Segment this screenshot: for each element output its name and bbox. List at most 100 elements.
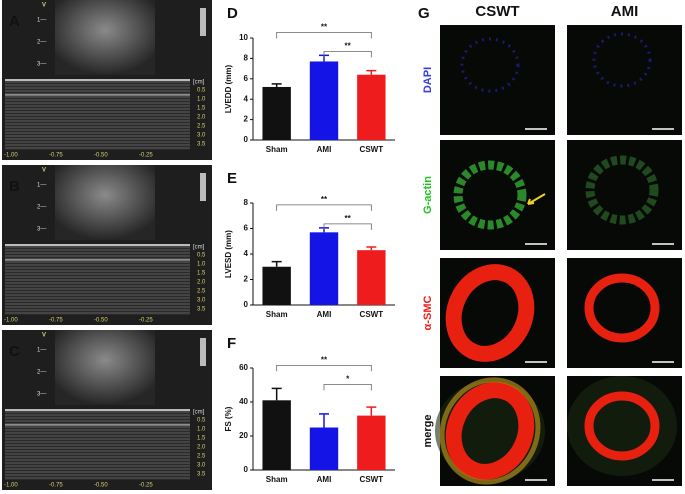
depth-label: 3.5 (197, 307, 206, 313)
time-label: -0.50 (94, 318, 108, 324)
significance-label: ** (321, 195, 328, 204)
error-bar (271, 387, 282, 401)
time-label: -0.50 (94, 483, 108, 489)
x-tick-label: Sham (266, 145, 288, 154)
time-label: -1.00 (4, 318, 18, 324)
unit-label: [cm] (193, 410, 205, 416)
time-label: -0.25 (139, 483, 153, 489)
column-header: AMI (611, 3, 639, 20)
panel-label: G (418, 5, 430, 22)
panel-label: F (227, 335, 236, 352)
micrograph (567, 376, 682, 486)
sector-depth: 2— (37, 40, 46, 46)
mmode-strip (5, 245, 190, 315)
x-tick-label: Sham (266, 475, 288, 484)
time-label: -1.00 (4, 483, 18, 489)
arrow (527, 193, 546, 205)
y-tick-label: 8 (244, 198, 249, 207)
error-bar (319, 413, 329, 428)
bracket-line (323, 223, 372, 230)
y-tick-label: 10 (239, 33, 248, 42)
x-tick-label: CSWT (360, 310, 384, 319)
depth-label: 1.0 (197, 262, 206, 268)
depth-label: 0.5 (197, 253, 206, 259)
depth-label: 2.5 (197, 289, 206, 295)
depth-label: 1.5 (197, 271, 206, 277)
depth-label: 3.5 (197, 472, 206, 478)
sector-depth: 2— (37, 370, 46, 376)
grayscale-bar (200, 338, 206, 366)
smc-ring (584, 391, 660, 461)
significance-label: * (346, 375, 350, 384)
y-tick-label: 0 (244, 135, 249, 144)
nuclei-ring (592, 32, 652, 88)
micrograph (567, 140, 682, 250)
error-bar (366, 406, 377, 416)
significance-label: ** (321, 356, 328, 365)
echo-marker: V (42, 168, 46, 174)
bar (309, 232, 339, 305)
depth-label: 0.5 (197, 88, 206, 94)
row-label: DAPI (422, 67, 434, 93)
depth-label: 2.0 (197, 445, 206, 451)
time-label: -0.25 (139, 318, 153, 324)
x-tick-label: CSWT (360, 145, 384, 154)
sector-depth: 3— (37, 227, 46, 233)
y-tick-label: 60 (239, 363, 248, 372)
bar (309, 427, 339, 470)
time-label: -0.50 (94, 153, 108, 159)
bar (262, 86, 291, 140)
sector-depth: 3— (37, 392, 46, 398)
time-label: -0.75 (49, 483, 63, 489)
error-bar (366, 246, 377, 251)
actin-ring (453, 160, 527, 230)
sector-depth: 1— (37, 183, 46, 189)
sector-depth: 2— (37, 205, 46, 211)
panel-label: D (227, 5, 238, 22)
bracket-line (323, 384, 372, 391)
y-tick-label: 0 (244, 300, 249, 309)
y-tick-label: 4 (244, 249, 249, 258)
depth-label: 2.0 (197, 280, 206, 286)
mmode-strip (5, 410, 190, 480)
depth-label: 1.5 (197, 436, 206, 442)
bracket-line (276, 204, 372, 211)
significance-bracket: * (323, 375, 372, 391)
bracket-line (323, 50, 372, 58)
micrograph (435, 376, 555, 486)
sector-depth: 1— (37, 348, 46, 354)
sector-depth: 1— (37, 18, 46, 24)
micrograph (567, 258, 682, 368)
row-label: merge (422, 414, 434, 447)
significance-label: ** (321, 22, 328, 31)
unit-label: [cm] (193, 245, 205, 251)
depth-label: 2.5 (197, 124, 206, 130)
row-label: α-SMC (422, 296, 434, 331)
significance-bracket: ** (276, 356, 372, 372)
micrograph (440, 140, 555, 250)
depth-label: 0.5 (197, 418, 206, 424)
echo-panel: C V 1— 2— 3— [cm] 0.5 1.0 1.5 2.0 2.5 3.0 3.5 -1.00 -0… (2, 330, 212, 490)
depth-label: 1.0 (197, 97, 206, 103)
merge-halo (439, 377, 541, 485)
nuclei-ring (460, 37, 520, 93)
row-label: G-actin (422, 176, 434, 214)
y-axis-label: FS (%) (224, 406, 233, 431)
tissue-bg (567, 376, 677, 476)
y-tick-label: 4 (244, 94, 249, 103)
bar (262, 400, 291, 470)
depth-label: 3.0 (197, 463, 206, 469)
bar (357, 415, 386, 470)
image-bg (440, 140, 555, 250)
panel-label: A (9, 13, 20, 30)
depth-label: 2.0 (197, 115, 206, 121)
time-label: -1.00 (4, 153, 18, 159)
grayscale-bar (200, 173, 206, 201)
y-tick-label: 6 (244, 74, 249, 83)
error-bar (271, 260, 282, 267)
y-tick-label: 0 (244, 465, 249, 474)
time-label: -0.75 (49, 153, 63, 159)
echo-marker: V (42, 3, 46, 9)
time-label: -0.25 (139, 153, 153, 159)
